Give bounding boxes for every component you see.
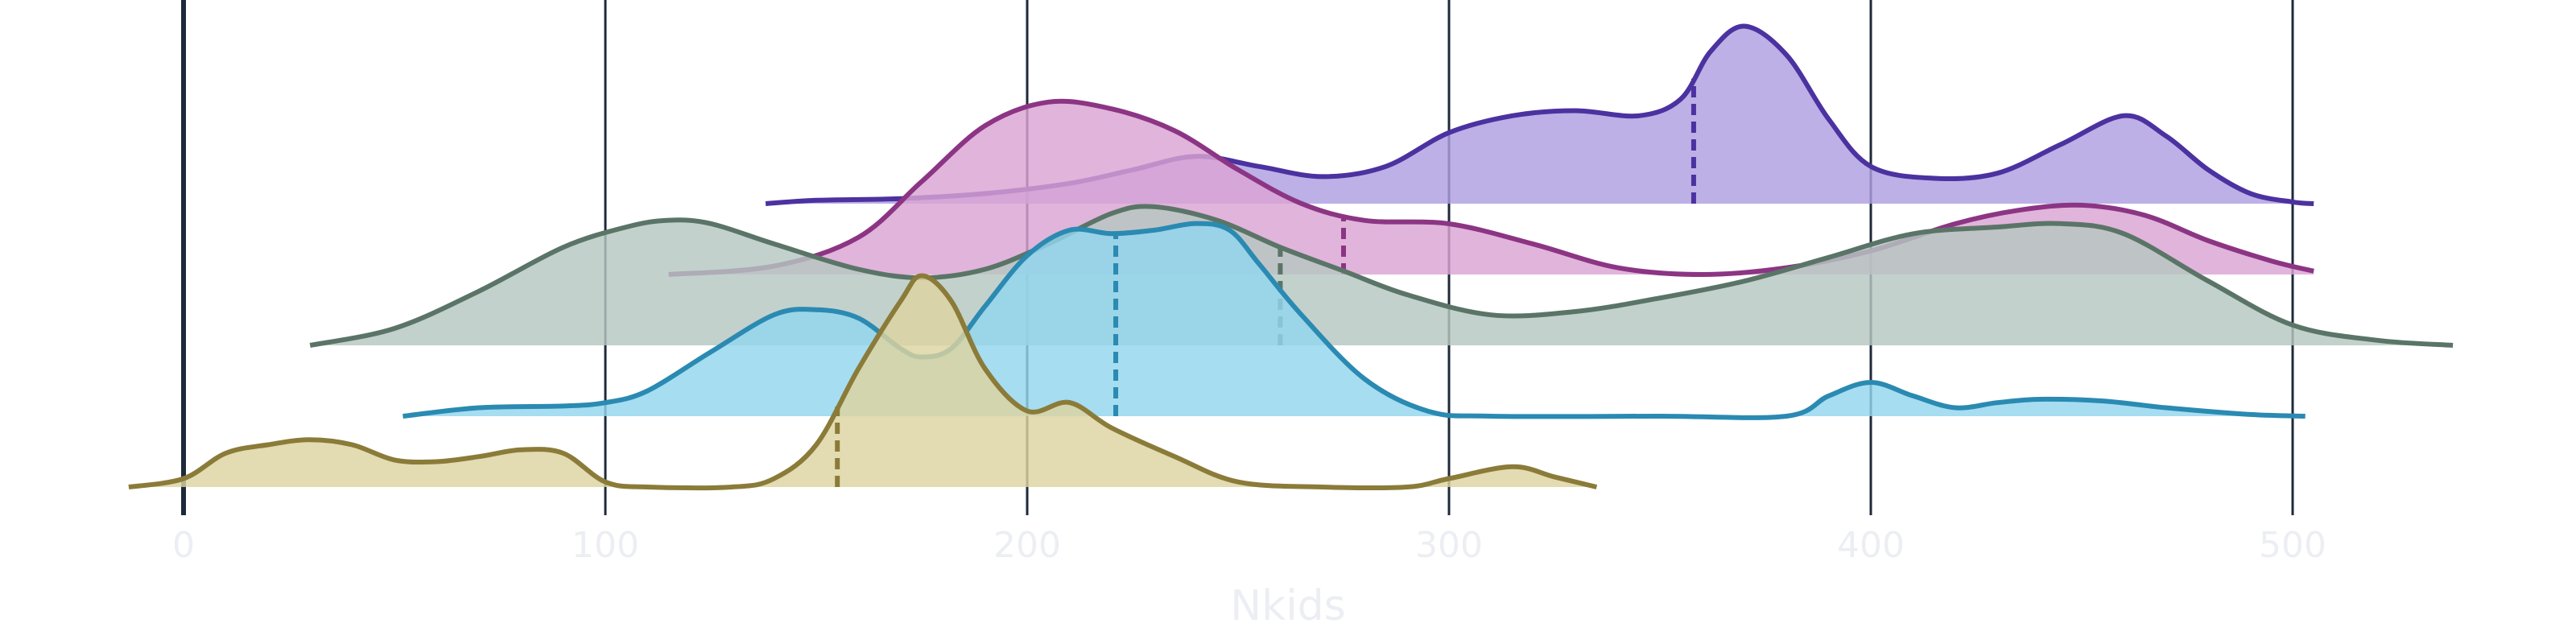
ridge-line <box>309 204 2454 348</box>
x-tick-label: 500 <box>2259 525 2326 566</box>
x-axis-title: Nkids <box>1230 582 1346 630</box>
x-tick-label: 100 <box>572 525 639 566</box>
ridge-area <box>128 275 1597 489</box>
x-tick-label: 0 <box>172 525 195 566</box>
x-tick-label: 200 <box>993 525 1061 566</box>
ridge-line <box>128 273 1598 491</box>
x-tick-label: 300 <box>1415 525 1483 566</box>
ridge-series <box>128 273 1598 491</box>
ridge-area <box>310 206 2454 345</box>
ridge-line <box>402 221 2306 420</box>
density-ridges <box>128 23 2454 491</box>
ridge-series <box>309 204 2454 348</box>
x-tick-labels: 0 100 200 300 400 500 <box>172 525 2326 566</box>
ridge-area <box>766 26 2314 204</box>
x-tick-label: 400 <box>1837 525 1905 566</box>
ridge-line <box>668 98 2314 277</box>
